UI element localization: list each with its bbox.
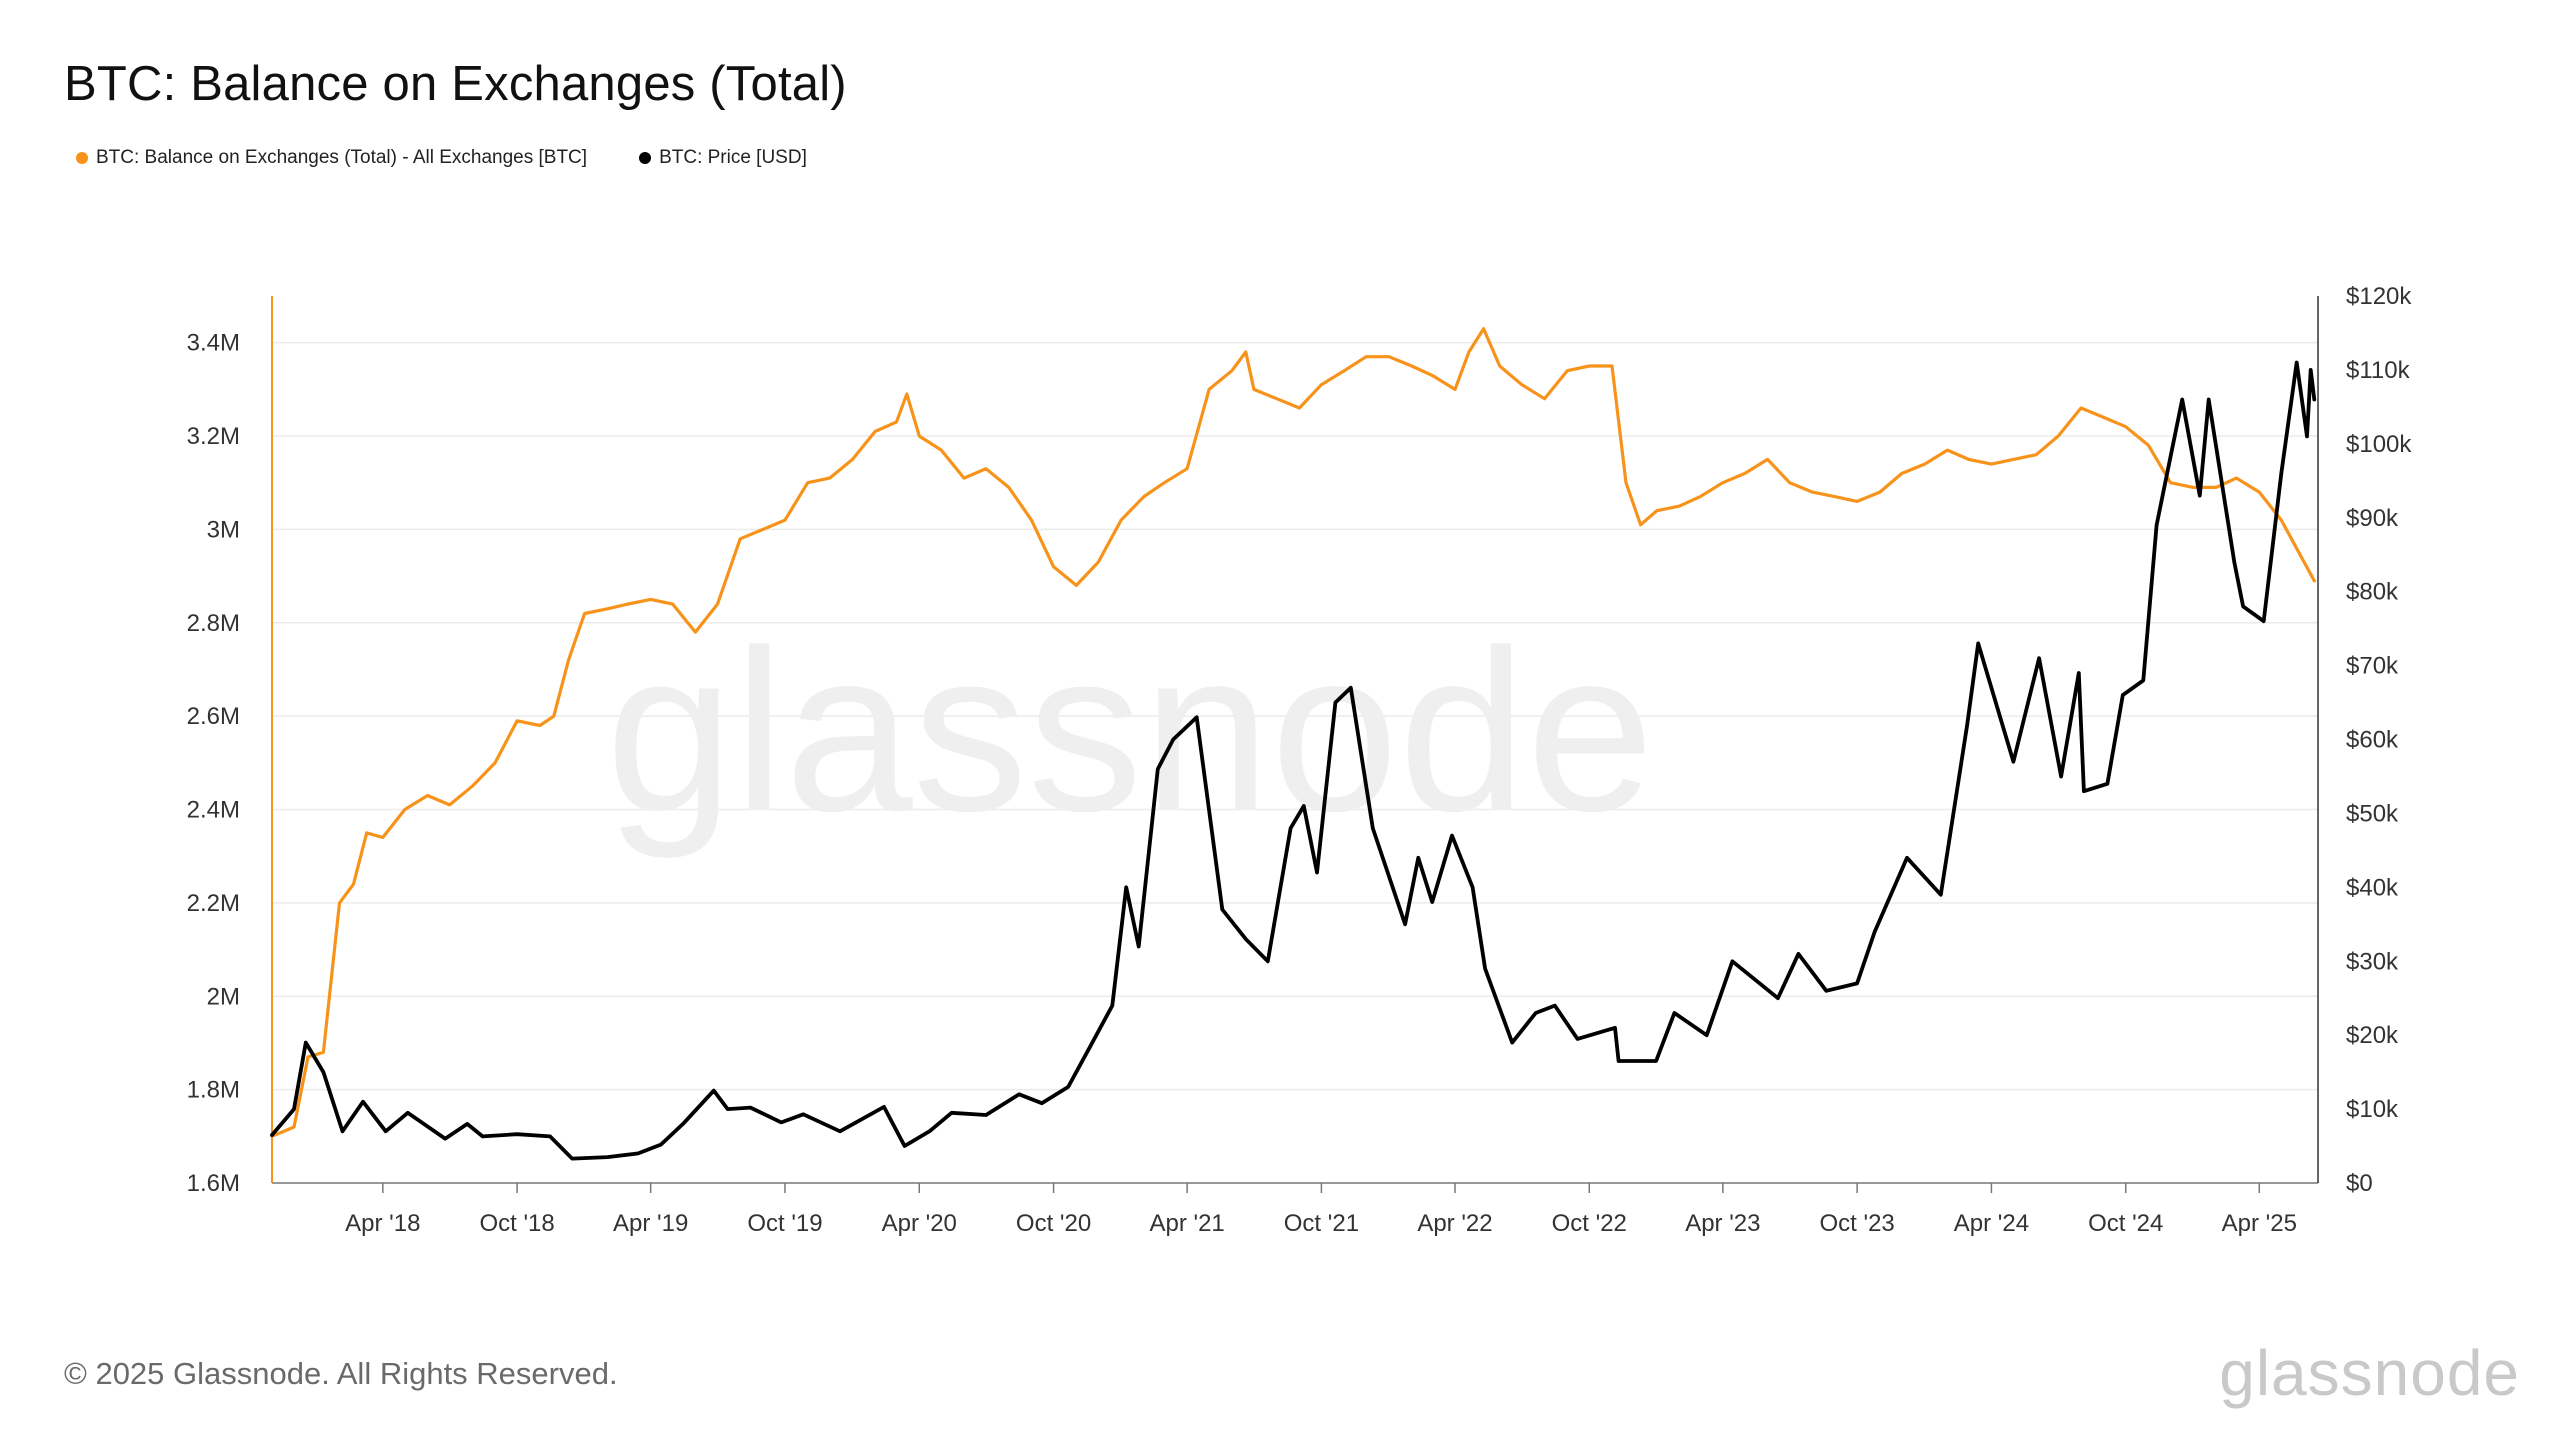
chart-watermark: glassnode [606, 602, 1655, 859]
y-left-tick-label: 3M [207, 516, 240, 543]
x-tick-label: Oct '21 [1284, 1210, 1359, 1237]
y-left-tick-label: 2.2M [187, 890, 240, 917]
y-right-tick-label: $10k [2346, 1096, 2399, 1123]
x-tick-label: Apr '22 [1417, 1210, 1492, 1237]
y-left-tick-label: 2.6M [187, 703, 240, 730]
y-left-tick-label: 1.8M [187, 1077, 240, 1104]
legend: BTC: Balance on Exchanges (Total) - All … [76, 147, 807, 169]
legend-dot-balance [76, 152, 88, 164]
legend-item-price[interactable]: BTC: Price [USD] [639, 147, 807, 169]
y-right-tick-label: $120k [2346, 283, 2412, 310]
x-tick-label: Apr '25 [2222, 1210, 2297, 1237]
y-right-tick-label: $30k [2346, 948, 2399, 975]
series-lines [270, 327, 2317, 1161]
x-tick-label: Apr '24 [1954, 1210, 2029, 1237]
y-left-tick-label: 3.2M [187, 423, 240, 450]
x-tick-label: Apr '23 [1685, 1210, 1760, 1237]
chart-axes [271, 296, 2319, 1193]
x-tick-label: Apr '20 [882, 1210, 957, 1237]
y-right-tick-label: $40k [2346, 874, 2399, 901]
x-tick-label: Apr '19 [613, 1210, 688, 1237]
y-right-tick-label: $90k [2346, 505, 2399, 532]
y-left-tick-label: 2.8M [187, 610, 240, 637]
x-tick-label: Oct '20 [1016, 1210, 1091, 1237]
x-tick-label: Oct '22 [1552, 1210, 1627, 1237]
brand-logo[interactable]: glassnode [2219, 1337, 2520, 1409]
series-line-price [270, 360, 2317, 1161]
y-right-tick-label: $0 [2346, 1170, 2373, 1197]
legend-label-balance: BTC: Balance on Exchanges (Total) - All … [96, 147, 588, 168]
series-line-balance [270, 327, 2316, 1138]
y-left-tick-label: 3.4M [187, 330, 240, 357]
copyright-text: © 2025 Glassnode. All Rights Reserved. [64, 1356, 618, 1391]
y-right-tick-label: $50k [2346, 800, 2399, 827]
x-tick-label: Oct '18 [479, 1210, 554, 1237]
y-right-tick-label: $110k [2346, 357, 2411, 384]
y-right-tick-label: $60k [2346, 727, 2399, 754]
legend-dot-price [639, 152, 652, 164]
x-tick-label: Oct '24 [2088, 1210, 2163, 1237]
x-tick-label: Apr '21 [1149, 1210, 1224, 1237]
legend-label-price: BTC: Price [USD] [659, 147, 807, 168]
y-right-tick-label: $70k [2346, 653, 2399, 680]
x-tick-label: Oct '19 [747, 1210, 822, 1237]
y-left-tick-label: 2M [207, 983, 240, 1010]
chart-title: BTC: Balance on Exchanges (Total) [64, 57, 847, 111]
x-tick-label: Oct '23 [1819, 1210, 1894, 1237]
legend-item-balance[interactable]: BTC: Balance on Exchanges (Total) - All … [76, 147, 587, 169]
x-tick-label: Apr '18 [345, 1210, 420, 1237]
grid-lines [272, 341, 2318, 1091]
y-left-tick-label: 2.4M [187, 797, 240, 824]
tick-labels: 1.6M 1.8M 2M 2.2M 2.4M 2.6M 2.8M 3M 3.2M 3.4M $0 $1… [187, 283, 2413, 1237]
y-left-tick-label: 1.6M [187, 1170, 240, 1197]
y-right-tick-label: $80k [2346, 579, 2399, 606]
y-right-tick-label: $20k [2346, 1022, 2399, 1049]
y-right-tick-label: $100k [2346, 431, 2412, 458]
